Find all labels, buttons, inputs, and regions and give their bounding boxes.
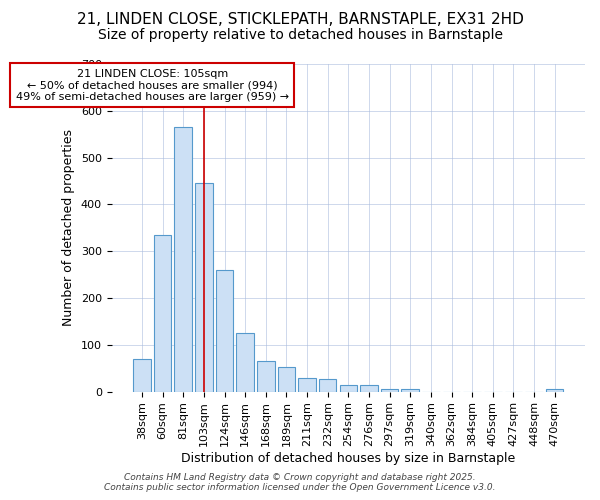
Bar [257, 361, 275, 392]
Text: 21 LINDEN CLOSE: 105sqm
← 50% of detached houses are smaller (994)
49% of semi-d: 21 LINDEN CLOSE: 105sqm ← 50% of detache… [16, 68, 289, 102]
Text: Contains HM Land Registry data © Crown copyright and database right 2025.
Contai: Contains HM Land Registry data © Crown c… [104, 473, 496, 492]
Bar [175, 127, 192, 392]
Bar [298, 378, 316, 392]
Bar [401, 390, 419, 392]
Bar [133, 359, 151, 392]
Bar [340, 384, 357, 392]
Bar [236, 333, 254, 392]
Bar [319, 379, 337, 392]
Bar [546, 390, 563, 392]
X-axis label: Distribution of detached houses by size in Barnstaple: Distribution of detached houses by size … [181, 452, 515, 465]
Bar [360, 385, 378, 392]
Bar [381, 390, 398, 392]
Bar [216, 270, 233, 392]
Bar [278, 368, 295, 392]
Bar [195, 184, 212, 392]
Text: 21, LINDEN CLOSE, STICKLEPATH, BARNSTAPLE, EX31 2HD: 21, LINDEN CLOSE, STICKLEPATH, BARNSTAPL… [77, 12, 523, 28]
Y-axis label: Number of detached properties: Number of detached properties [62, 130, 75, 326]
Bar [154, 235, 172, 392]
Text: Size of property relative to detached houses in Barnstaple: Size of property relative to detached ho… [97, 28, 503, 42]
